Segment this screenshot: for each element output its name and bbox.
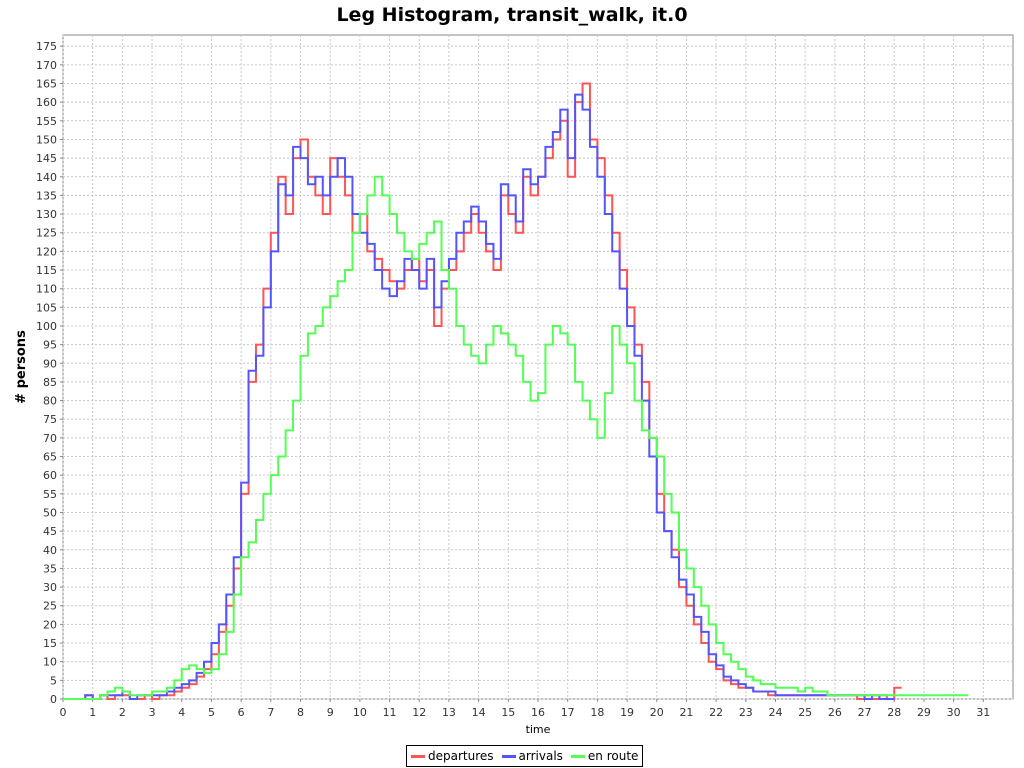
y-tick-label: 85 [43,376,57,389]
series-line-departures [63,82,902,700]
legend-item-departures: departures [411,749,494,763]
x-axis-ticks: 0 1 2 3 4 5 6 7 8 9 10 11 12 13 14 15 16 17 18 19 20 21 22 23 24… [60,699,990,719]
y-tick-label: 100 [36,320,57,333]
y-tick-label: 165 [36,77,57,90]
y-tick-label: 125 [36,227,57,240]
y-tick-label: 25 [43,600,57,613]
x-tick-label: 24 [769,706,783,719]
y-tick-label: 50 [43,506,57,519]
x-tick-label: 13 [442,706,456,719]
x-tick-label: 26 [828,706,842,719]
x-tick-label: 1 [89,706,96,719]
y-tick-label: 145 [36,152,57,165]
y-axis-label: # persons [14,330,29,404]
x-tick-label: 12 [412,706,426,719]
legend: departures arrivals en route [406,745,644,767]
y-tick-label: 45 [43,525,57,538]
y-tick-label: 80 [43,395,57,408]
y-tick-label: 65 [43,451,57,464]
y-tick-label: 140 [36,171,57,184]
y-tick-label: 10 [43,656,57,669]
x-tick-label: 23 [739,706,753,719]
x-tick-label: 30 [947,706,961,719]
x-tick-label: 17 [561,706,575,719]
y-tick-label: 15 [43,637,57,650]
y-tick-label: 60 [43,469,57,482]
x-tick-label: 18 [590,706,604,719]
x-tick-label: 16 [531,706,545,719]
grid-layer [62,35,1013,700]
y-tick-label: 40 [43,544,57,557]
x-tick-label: 15 [501,706,515,719]
series-line-en-route [63,175,969,700]
y-tick-label: 0 [50,693,57,706]
x-tick-label: 7 [267,706,274,719]
y-tick-label: 55 [43,488,57,501]
x-tick-label: 3 [149,706,156,719]
x-tick-label: 25 [798,706,812,719]
y-tick-label: 75 [43,413,57,426]
x-tick-label: 29 [917,706,931,719]
x-tick-label: 22 [709,706,723,719]
x-tick-label: 11 [383,706,397,719]
x-tick-label: 0 [60,706,67,719]
x-tick-label: 27 [858,706,872,719]
y-tick-label: 35 [43,562,57,575]
y-axis-ticks: 0 5 10 15 20 25 30 35 40 45 50 55 60 65 70 75 80 85 90 95 10… [36,40,63,706]
legend-swatch [411,754,425,758]
x-tick-label: 2 [119,706,126,719]
legend-swatch [501,754,516,758]
series-line-arrivals [63,93,895,700]
y-tick-label: 160 [36,96,57,109]
x-tick-label: 28 [887,706,901,719]
y-tick-label: 5 [50,674,57,687]
x-tick-label: 20 [650,706,664,719]
x-tick-label: 5 [208,706,215,719]
x-axis-label: time [526,723,551,736]
legend-swatch [570,754,585,758]
y-tick-label: 120 [36,245,57,258]
y-tick-label: 90 [43,357,57,370]
y-tick-label: 110 [36,283,57,296]
x-tick-label: 19 [620,706,634,719]
legend-label: en route [587,749,639,763]
y-tick-label: 170 [36,59,57,72]
series-layer [63,82,969,700]
legend-label: departures [428,749,494,763]
y-tick-label: 130 [36,208,57,221]
y-tick-label: 150 [36,133,57,146]
y-tick-label: 115 [36,264,57,277]
legend-label: arrivals [518,749,563,763]
x-tick-label: 8 [297,706,304,719]
x-tick-label: 31 [976,706,990,719]
x-tick-label: 4 [178,706,185,719]
x-tick-label: 10 [353,706,367,719]
x-tick-label: 6 [238,706,245,719]
y-tick-label: 155 [36,115,57,128]
x-tick-label: 9 [327,706,334,719]
legend-item-en-route: en route [570,749,639,763]
y-tick-label: 30 [43,581,57,594]
y-tick-label: 135 [36,189,57,202]
y-tick-label: 105 [36,301,57,314]
y-tick-label: 95 [43,339,57,352]
y-tick-label: 20 [43,618,57,631]
chart-title: Leg Histogram, transit_walk, it.0 [336,4,688,26]
legend-item-arrivals: arrivals [501,749,563,763]
y-tick-label: 70 [43,432,57,445]
y-tick-label: 175 [36,40,57,53]
x-tick-label: 21 [679,706,693,719]
x-tick-label: 14 [472,706,486,719]
